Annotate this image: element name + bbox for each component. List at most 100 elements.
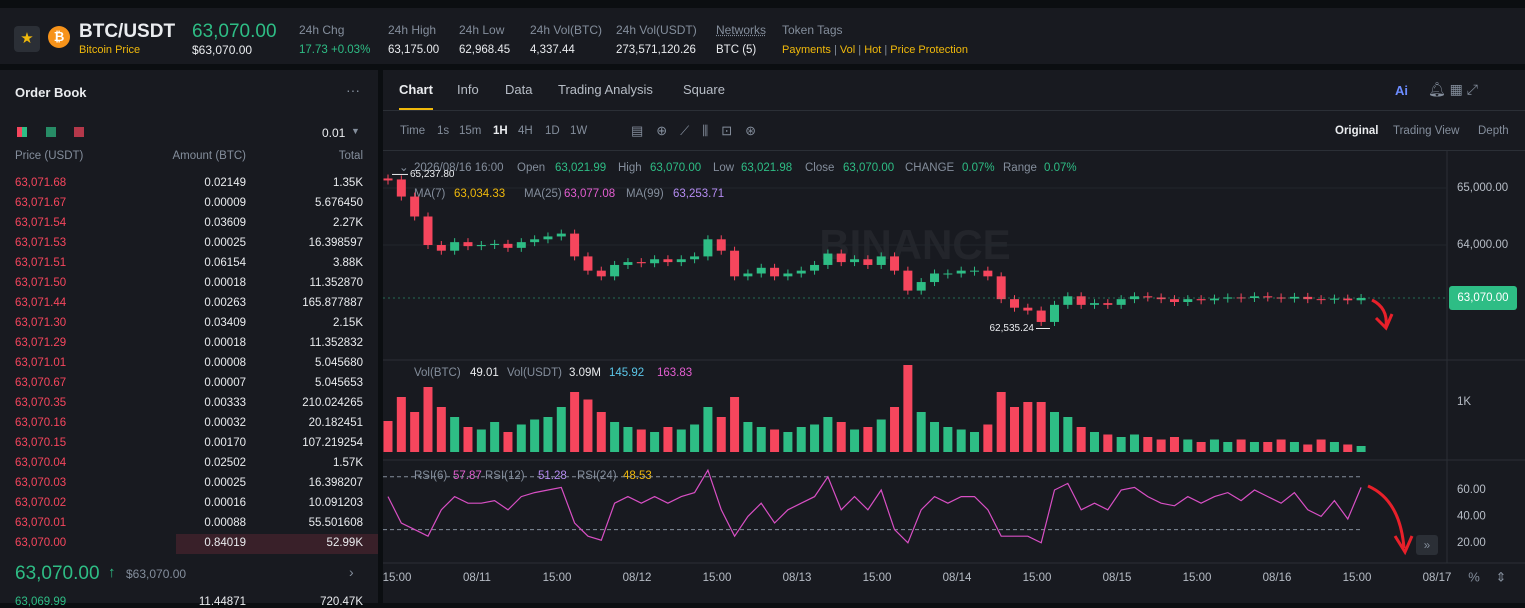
ask-amount: 0.00007 — [204, 377, 246, 389]
order-book-title: Order Book — [15, 85, 87, 100]
mode-both[interactable] — [17, 127, 27, 137]
interval[interactable]: 1D — [545, 125, 560, 137]
legend-text: Low — [713, 162, 735, 174]
ask-amount: 0.00016 — [204, 497, 246, 509]
annotation-arrow — [1371, 298, 1394, 331]
legend-text: RSI(24) — [577, 470, 617, 482]
ask-total: 5.676450 — [315, 197, 363, 209]
candle — [1223, 297, 1233, 299]
volume-bar — [930, 422, 940, 452]
interval[interactable]: 1H — [493, 125, 508, 137]
more-button[interactable]: ··· — [346, 82, 360, 98]
candle — [1303, 296, 1313, 300]
high-label: 65,237.80 — [410, 169, 455, 180]
volume-bar — [1223, 442, 1233, 452]
volume-bar — [956, 429, 966, 452]
subtitle[interactable]: Bitcoin Price — [79, 44, 141, 56]
more-arrow[interactable]: › — [349, 564, 354, 580]
tab[interactable]: Info — [457, 82, 479, 97]
step[interactable]: 0.01 — [322, 126, 346, 140]
scroll-button[interactable] — [1416, 535, 1438, 555]
ask-total: 11.352870 — [309, 277, 363, 289]
tag-sep: | — [830, 44, 840, 56]
volume-bar — [383, 421, 393, 452]
legend-text: 63,021.99 — [555, 162, 606, 174]
bid-price: 63,069.99 — [15, 596, 67, 608]
volume-bar — [916, 412, 926, 452]
view-option[interactable]: Trading View — [1393, 125, 1460, 137]
legend-text: 145.92 — [609, 367, 644, 379]
ask-total: 52.99K — [326, 537, 363, 549]
tool-icons[interactable]: ▤⊕⟋⫼⊡⊛ — [631, 123, 770, 138]
tag[interactable]: Price Protection — [890, 44, 968, 56]
scroll-icon[interactable]: » — [1424, 540, 1430, 552]
mode-asks[interactable] — [74, 127, 84, 137]
legend-text: 0.07% — [962, 162, 995, 174]
tab[interactable]: Chart — [399, 82, 433, 97]
interval[interactable]: 1W — [570, 125, 588, 137]
volume-bar — [410, 412, 420, 452]
volume-bar — [770, 429, 780, 452]
tag[interactable]: Hot — [864, 44, 882, 56]
candle — [450, 242, 460, 251]
candle — [463, 242, 473, 247]
interval[interactable]: 1s — [437, 125, 450, 137]
stat-value: 17.73 +0.03% — [299, 44, 371, 56]
last-price-tag — [1449, 286, 1517, 311]
volume-bar — [716, 417, 726, 452]
ask-amount: 0.03609 — [204, 217, 246, 229]
candle — [983, 270, 993, 277]
legend-text: 57.87 — [453, 470, 482, 482]
candle — [690, 256, 700, 260]
candle — [890, 256, 900, 271]
ask-amount: 0.00170 — [204, 437, 246, 449]
candle — [636, 262, 646, 264]
mid-arrow: ↑ — [108, 564, 116, 581]
candle — [1196, 299, 1206, 301]
mode-bids[interactable] — [46, 127, 56, 137]
ai-button[interactable]: Ai — [1395, 83, 1408, 98]
candle — [703, 239, 713, 257]
legend-text: Range — [1003, 162, 1037, 174]
favorite-button[interactable]: ★ — [14, 26, 40, 52]
tag-sep: | — [855, 44, 865, 56]
x-tick-label: 08/11 — [463, 572, 491, 584]
tab[interactable]: Trading Analysis — [558, 82, 653, 97]
volume-bar — [836, 422, 846, 452]
annotation-arrow — [1367, 484, 1414, 556]
column-header: Amount (BTC) — [172, 150, 247, 162]
volume-bar — [810, 424, 820, 452]
interval[interactable]: 15m — [459, 125, 482, 137]
candle — [1343, 298, 1353, 301]
divider — [383, 150, 1525, 151]
volume-bar — [703, 407, 713, 452]
ask-price: 63,070.04 — [15, 457, 67, 469]
stat-label: Networks — [716, 23, 767, 37]
x-tick-label: 15:00 — [1183, 572, 1212, 584]
candle — [970, 270, 980, 272]
candle — [436, 245, 446, 251]
volume-bar — [783, 432, 793, 452]
candle — [756, 267, 766, 274]
scale-toggle[interactable]: ⇕ — [1496, 569, 1507, 584]
view-option[interactable]: Original — [1335, 125, 1379, 137]
interval[interactable]: 4H — [518, 125, 533, 137]
candle — [743, 273, 753, 277]
price: 63,070.00 — [192, 21, 277, 42]
tab[interactable]: Square — [683, 82, 725, 97]
icons[interactable]: 🔔︎ ▦ ⤢ — [1428, 81, 1478, 97]
tag[interactable]: Payments — [782, 44, 831, 56]
candle — [530, 239, 540, 243]
volume-bar — [610, 422, 620, 452]
ask-total: 2.15K — [332, 317, 363, 329]
view-option[interactable]: Depth — [1478, 125, 1509, 137]
step-caret[interactable]: ▼ — [351, 126, 360, 136]
legend-text: Vol(BTC) — [414, 367, 461, 379]
tab[interactable]: Data — [505, 82, 533, 97]
tag[interactable]: Vol — [839, 44, 856, 56]
candle — [956, 270, 966, 274]
candle — [863, 259, 873, 265]
candle — [876, 256, 886, 265]
percent-toggle[interactable]: % — [1468, 569, 1480, 584]
candle — [796, 270, 806, 274]
